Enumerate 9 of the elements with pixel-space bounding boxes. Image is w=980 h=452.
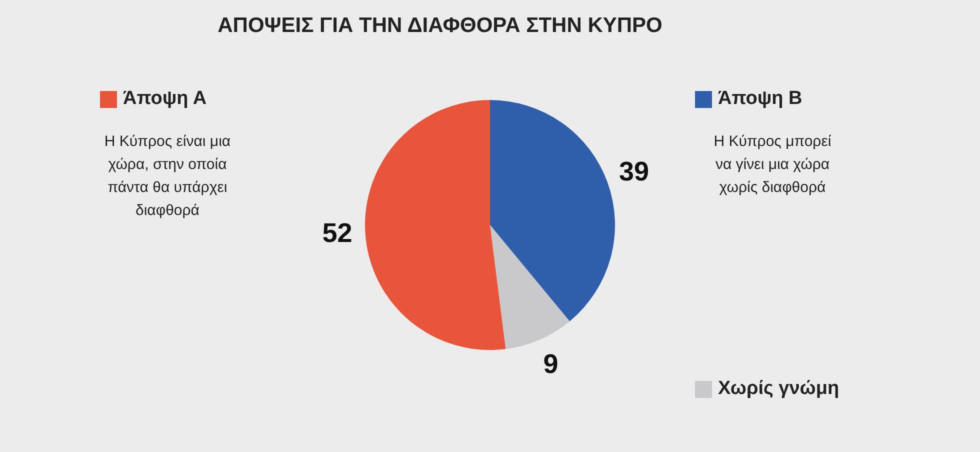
chart-title: ΑΠΟΨΕΙΣ ΓΙΑ ΤΗΝ ΔΙΑΦΘΟΡΑ ΣΤΗΝ ΚΥΠΡΟ	[216, 14, 664, 38]
data-label: 52	[322, 218, 352, 248]
text: Η Κύπρος είναι μια χώρα, στην οποία πάντα θα υπάρχει διαφθορά	[103, 132, 232, 221]
data-label: 39	[618, 156, 649, 187]
text: Η Κύπρος μπορεί να γίνει μια χώρα χωρίς διαφθορά	[712, 132, 832, 198]
legend-label: Άποψη Β	[718, 88, 802, 110]
legend-label: Χωρίς γνώμη	[718, 378, 840, 400]
data-label: 9	[543, 348, 558, 379]
legend-label: Άποψη Α	[123, 88, 207, 110]
